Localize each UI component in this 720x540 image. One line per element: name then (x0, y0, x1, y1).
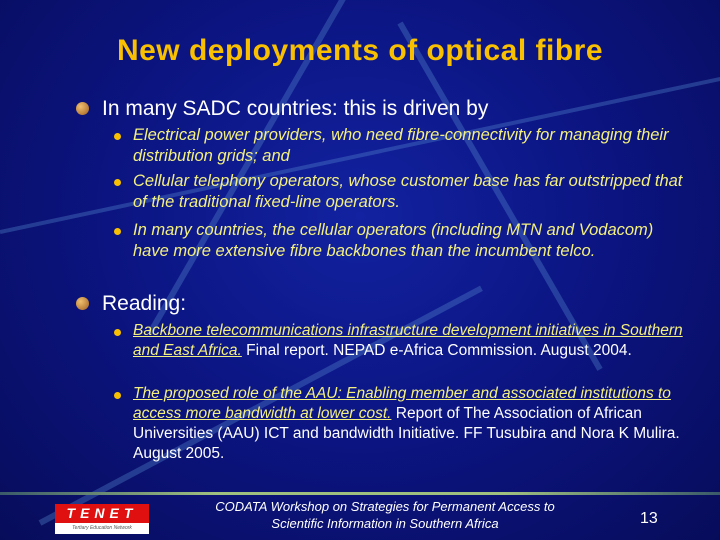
heading-text: Reading: (102, 292, 187, 315)
reference-link[interactable]: Backbone telecommunications infrastructu… (133, 322, 683, 359)
bullet-text: In many countries, the cellular operator… (133, 221, 654, 260)
reference-text: Final report. NEPAD e-Africa Commission.… (241, 342, 632, 359)
reference-item: The proposed role of the AAU: Enabling m… (114, 384, 693, 464)
slide-title: New deployments of optical fibre (116, 34, 604, 67)
footer-divider (0, 492, 720, 495)
tenet-logo: TENET Tertiary Education Network (55, 504, 149, 534)
bullet-heading: Reading: (76, 292, 187, 316)
footer-line: Scientific Information in Southern Afric… (271, 516, 499, 531)
reference-link[interactable]: The proposed role of the AAU: Enabling m… (133, 385, 671, 422)
bullet-icon (76, 297, 89, 310)
bullet-dot-icon (114, 179, 121, 186)
bullet-icon (76, 102, 89, 115)
page-number: 13 (640, 510, 658, 527)
sub-bullet: Cellular telephony operators, whose cust… (114, 171, 693, 213)
bullet-text: Cellular telephony operators, whose cust… (133, 172, 683, 211)
logo-subtext: Tertiary Education Network (72, 525, 132, 531)
bullet-dot-icon (114, 133, 121, 140)
footer-text: CODATA Workshop on Strategies for Perman… (190, 498, 580, 532)
bullet-text: Electrical power providers, who need fib… (133, 126, 669, 165)
sub-bullet: In many countries, the cellular operator… (114, 220, 693, 262)
bullet-dot-icon (114, 228, 121, 235)
reference-text: Report of The Association of African Uni… (133, 405, 680, 462)
logo-text: TENET (55, 504, 149, 523)
heading-text: In many SADC countries: this is driven b… (102, 97, 489, 120)
bullet-dot-icon (114, 329, 121, 336)
bullet-dot-icon (114, 392, 121, 399)
footer-line: CODATA Workshop on Strategies for Perman… (215, 499, 555, 514)
sub-bullet: Electrical power providers, who need fib… (114, 125, 693, 167)
reference-item: Backbone telecommunications infrastructu… (114, 321, 693, 361)
bullet-heading: In many SADC countries: this is driven b… (76, 97, 489, 121)
